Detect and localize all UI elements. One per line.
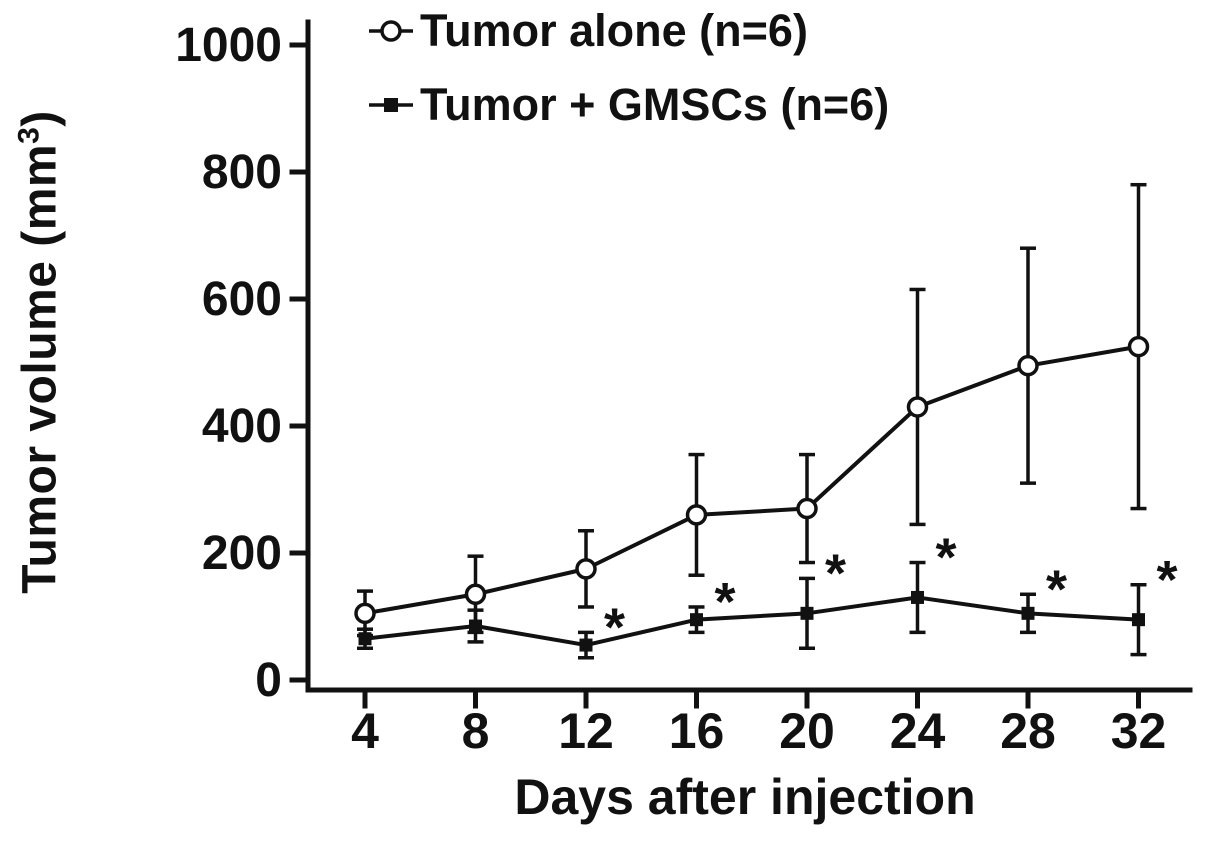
significance-asterisk: *	[715, 572, 736, 632]
significance-asterisk: *	[1157, 550, 1178, 610]
series-tumor-alone	[354, 182, 1150, 638]
significance-asterisk: *	[1046, 559, 1067, 619]
significance-asterisk: *	[825, 543, 846, 603]
x-tick-label: 28	[1000, 703, 1056, 759]
data-point-marker	[354, 602, 376, 625]
legend: Tumor alone (n=6) Tumor + GMSCs (n=6)	[368, 4, 889, 132]
series-tumor-gmscs: * * * * * *	[357, 528, 1178, 660]
x-tick-labels: 4 8 12 16 20 24 28 32	[351, 703, 1166, 759]
x-tick-label: 20	[779, 703, 835, 759]
x-tick-label: 12	[558, 703, 614, 759]
legend-label-tumor-alone: Tumor alone (n=6)	[420, 5, 808, 56]
legend-label-tumor-gmscs: Tumor + GMSCs (n=6)	[420, 79, 890, 130]
x-tick-label: 32	[1111, 703, 1167, 759]
data-point-marker	[911, 590, 924, 604]
data-point-marker	[685, 504, 708, 526]
filled-square-marker-icon	[369, 98, 413, 112]
significance-asterisk: *	[936, 528, 957, 588]
x-tick-label: 4	[351, 703, 379, 759]
data-point-marker	[1127, 335, 1150, 358]
series-line	[364, 344, 1139, 616]
data-point-marker	[800, 606, 814, 620]
data-point-marker	[1017, 354, 1039, 377]
data-point-marker	[690, 613, 703, 627]
y-tick-label: 1000	[175, 19, 282, 72]
y-tick-label: 800	[202, 146, 282, 199]
x-tick-label: 16	[669, 703, 725, 759]
y-tick-label: 400	[202, 400, 282, 453]
data-point-marker	[579, 638, 593, 652]
x-tick-label: 24	[890, 703, 946, 759]
data-point-marker	[575, 558, 597, 580]
y-tick-label: 600	[202, 273, 282, 326]
data-point-marker	[464, 583, 487, 606]
y-axis-label: Tumor volume (mm3)	[13, 110, 68, 594]
data-point-marker	[1021, 606, 1035, 620]
legend-item-tumor-gmscs: Tumor + GMSCs (n=6)	[368, 78, 889, 132]
data-point-marker	[469, 619, 482, 633]
data-point-marker	[1132, 613, 1145, 627]
open-circle-marker-icon	[369, 20, 413, 42]
y-tick-label: 0	[255, 654, 282, 707]
y-axis-label-superscript: 3	[12, 126, 46, 144]
data-point-marker	[358, 632, 372, 646]
y-tick-label: 200	[202, 527, 282, 580]
x-axis-label: Days after injection	[514, 769, 976, 825]
data-point-marker	[796, 497, 818, 520]
y-tick-labels: 0 200 400 600 800 1000	[175, 19, 282, 707]
y-axis-label-suffix: )	[13, 110, 67, 127]
legend-item-tumor-alone: Tumor alone (n=6)	[368, 4, 889, 58]
series-line	[364, 595, 1139, 648]
x-tick-label: 8	[462, 703, 490, 759]
significance-asterisk: *	[604, 597, 625, 657]
data-point-marker	[906, 396, 929, 418]
axes	[289, 19, 1193, 709]
y-axis-label-text: Tumor volume (mm	[13, 143, 67, 594]
